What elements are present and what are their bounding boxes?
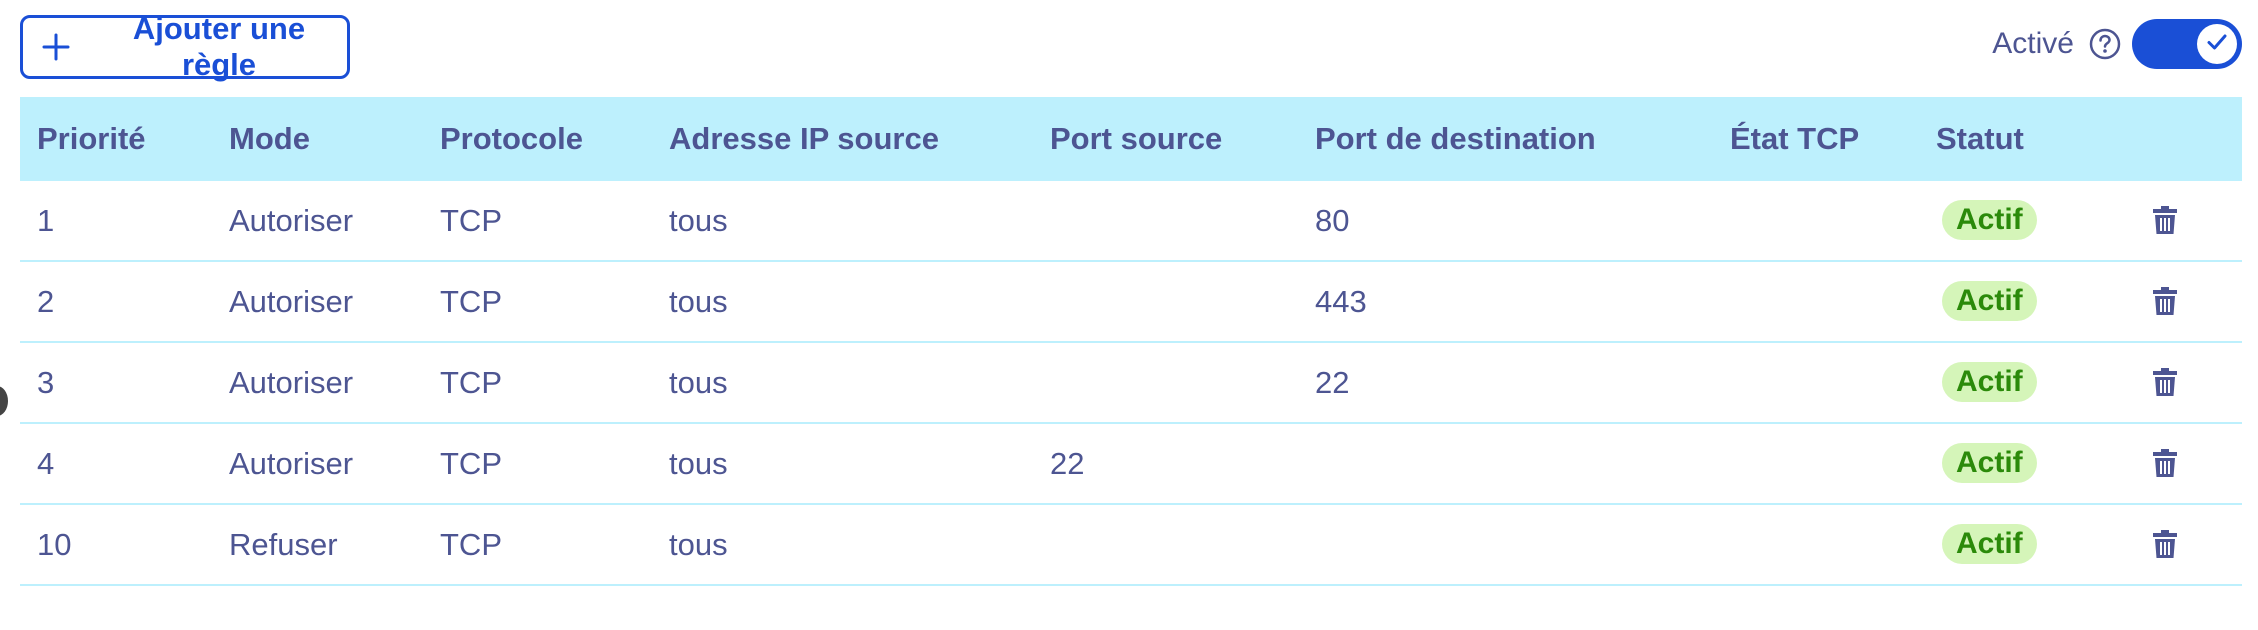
header-mode[interactable]: Mode [229,121,310,156]
enabled-toggle[interactable] [2132,19,2242,69]
cell-priority: 2 [37,284,55,319]
trash-icon[interactable] [2152,205,2178,235]
table-row: 10 Refuser TCP tous Actif [20,505,2242,586]
header-status[interactable]: Statut [1936,121,2024,156]
cell-priority: 1 [37,203,55,238]
rules-table: Priorité Mode Protocole Adresse IP sourc… [20,97,2242,586]
status-badge: Actif [1942,362,2037,402]
trash-icon[interactable] [2152,367,2178,397]
table-row: 4 Autoriser TCP tous 22 Actif [20,424,2242,505]
status-badge: Actif [1942,443,2037,483]
trash-icon[interactable] [2152,448,2178,478]
cell-dest-port: 443 [1315,284,1367,319]
status-badge: Actif [1942,524,2037,564]
header-protocol[interactable]: Protocole [440,121,583,156]
cell-source-ip: tous [669,365,728,400]
cell-protocol: TCP [440,446,502,481]
status-badge: Actif [1942,281,2037,321]
cell-dest-port: 22 [1315,365,1350,400]
add-rule-button[interactable]: Ajouter une règle [20,11,350,82]
cell-mode: Autoriser [229,203,354,238]
cell-source-ip: tous [669,446,728,481]
edge-handle [0,386,8,416]
cell-source-ip: tous [669,203,728,238]
cell-priority: 10 [37,527,72,562]
cell-source-port: 22 [1050,446,1085,481]
add-rule-label: Ajouter une règle [132,11,306,82]
cell-source-ip: tous [669,284,728,319]
cell-priority: 4 [37,446,55,481]
cell-source-ip: tous [669,527,728,562]
header-tcp-state[interactable]: État TCP [1730,121,1860,156]
header-dest-port[interactable]: Port de destination [1315,121,1596,156]
cell-protocol: TCP [440,284,502,319]
trash-icon[interactable] [2152,529,2178,559]
cell-mode: Autoriser [229,446,354,481]
enabled-toggle-group: Activé [1992,19,2242,69]
check-icon [2204,29,2230,60]
cell-mode: Autoriser [229,365,354,400]
cell-mode: Refuser [229,527,338,562]
cell-protocol: TCP [440,203,502,238]
toggle-label: Activé [1992,27,2074,60]
plus-icon [41,32,71,62]
header-source-port[interactable]: Port source [1050,121,1223,156]
table-header: Priorité Mode Protocole Adresse IP sourc… [20,97,2242,181]
cell-dest-port: 80 [1315,203,1350,238]
help-circle-icon[interactable] [2088,27,2122,61]
status-badge: Actif [1942,200,2037,240]
toolbar: Ajouter une règle Activé [20,11,2242,82]
table-row: 2 Autoriser TCP tous 443 Actif [20,262,2242,343]
cell-protocol: TCP [440,527,502,562]
header-source-ip[interactable]: Adresse IP source [669,121,939,156]
header-priority[interactable]: Priorité [37,121,146,156]
cell-protocol: TCP [440,365,502,400]
trash-icon[interactable] [2152,286,2178,316]
table-row: 1 Autoriser TCP tous 80 Actif [20,181,2242,262]
table-row: 3 Autoriser TCP tous 22 Actif [20,343,2242,424]
toggle-knob [2197,24,2237,64]
cell-priority: 3 [37,365,55,400]
cell-mode: Autoriser [229,284,354,319]
